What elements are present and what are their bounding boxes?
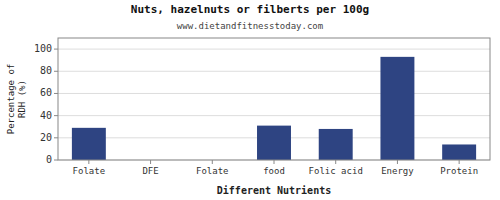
y-tick (54, 93, 58, 94)
grid-line (58, 71, 490, 72)
x-tick (150, 160, 151, 164)
y-axis: 0 20 40 60 80 100 (34, 43, 58, 165)
bar (72, 128, 106, 160)
subtitle: www.dietandfitnesstoday.com (177, 21, 323, 31)
y-tick (54, 49, 58, 50)
x-tick-label: food (263, 166, 285, 176)
x-tick-label: Folate (73, 166, 106, 176)
grid-line (58, 93, 490, 94)
chart-container: 0 20 40 60 80 100 Folate DFE Folate food Folic aci… (0, 0, 500, 200)
y-axis-label: Percentage ofRDH (%) (6, 64, 27, 134)
x-axis-label: Different Nutrients (217, 185, 331, 196)
y-tick (54, 137, 58, 138)
x-tick (274, 160, 275, 164)
x-tick (397, 160, 398, 164)
bar (380, 57, 414, 160)
x-tick-label: Protein (440, 166, 478, 176)
x-tick-label: Folic acid (309, 166, 363, 176)
x-tick-label: DFE (142, 166, 158, 176)
x-axis: Folate DFE Folate food Folic acid Energy Prote… (73, 160, 479, 176)
x-tick-label: Energy (381, 166, 414, 176)
chart: 0 20 40 60 80 100 Folate DFE Folate food Folic aci… (0, 0, 500, 200)
x-tick (459, 160, 460, 164)
grid (58, 49, 490, 160)
x-tick (212, 160, 213, 164)
y-tick-label: 100 (34, 43, 52, 54)
y-axis-label-line: RDH (%) (17, 80, 27, 118)
y-tick-label: 20 (40, 132, 52, 143)
bars (72, 57, 476, 160)
y-tick-label: 80 (40, 65, 52, 76)
x-tick-label: Folate (196, 166, 229, 176)
y-tick-label: 0 (46, 154, 52, 165)
grid-line (58, 115, 490, 116)
title: Nuts, hazelnuts or filberts per 100g (131, 3, 369, 16)
plot-frame (58, 38, 490, 160)
y-tick (54, 71, 58, 72)
x-tick (335, 160, 336, 164)
y-tick (54, 160, 58, 161)
y-tick-label: 60 (40, 87, 52, 98)
bar (319, 129, 353, 160)
y-axis-label-line: Percentage of (6, 64, 16, 134)
bar (442, 144, 476, 160)
grid-line (58, 49, 490, 50)
y-tick (54, 115, 58, 116)
y-tick-label: 40 (40, 110, 52, 121)
bar (257, 126, 291, 160)
x-tick (88, 160, 89, 164)
